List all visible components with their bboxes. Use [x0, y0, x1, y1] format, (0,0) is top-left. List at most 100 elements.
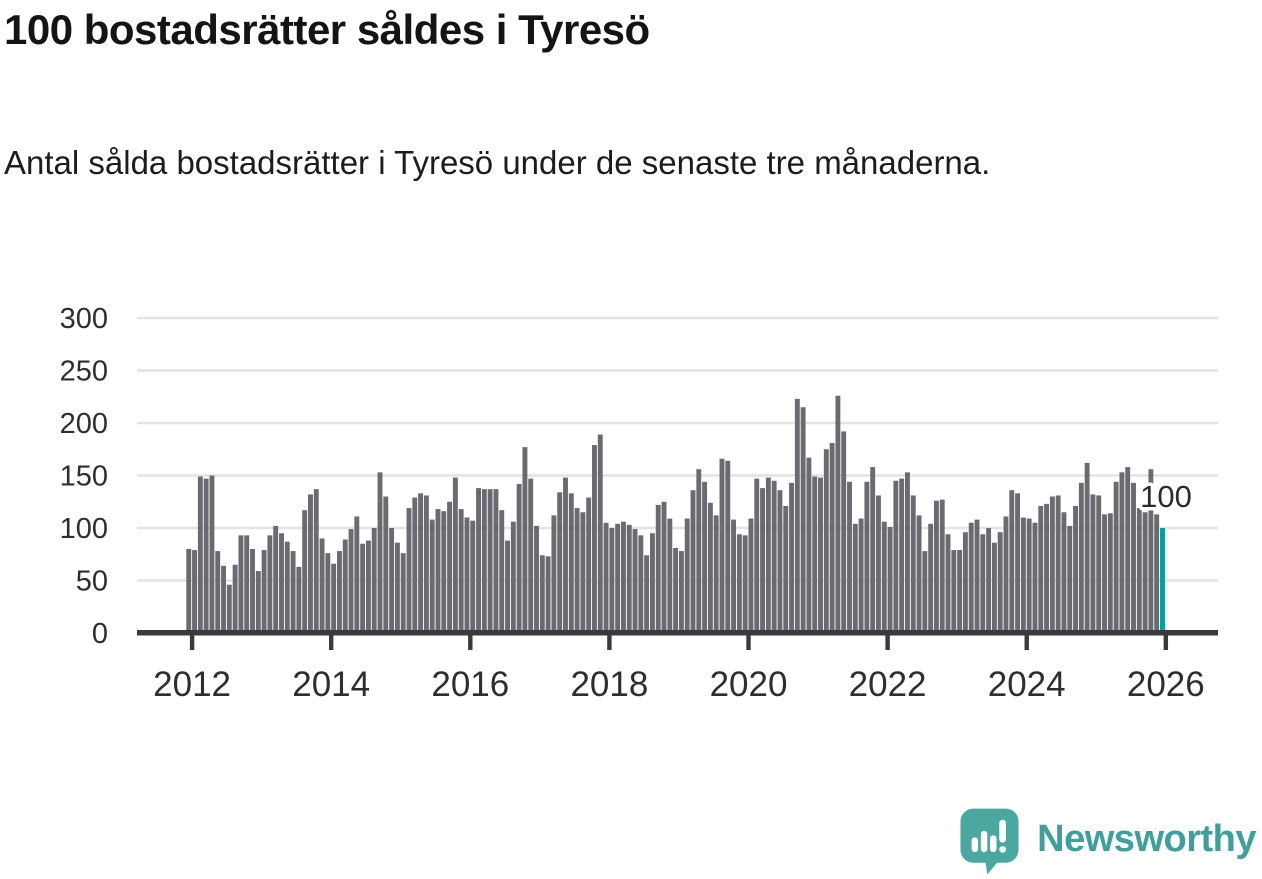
- bar: [957, 550, 963, 633]
- bar: [626, 524, 632, 633]
- bar: [365, 540, 371, 633]
- bar: [1049, 496, 1055, 633]
- bar: [1073, 505, 1078, 633]
- bar: [551, 515, 557, 633]
- bar: [765, 477, 771, 633]
- bar: [1102, 514, 1107, 633]
- bar: [389, 528, 395, 633]
- bar: [470, 520, 476, 633]
- bar: [273, 525, 279, 633]
- bar: [580, 512, 586, 633]
- bar: [539, 555, 545, 633]
- bar: [250, 549, 255, 633]
- bar: [574, 508, 580, 633]
- bar: [1090, 494, 1096, 633]
- bar: [1015, 493, 1021, 633]
- bar: [203, 478, 209, 633]
- bar: [1009, 490, 1015, 633]
- x-tick-label: 2018: [570, 665, 648, 704]
- bar: [905, 472, 910, 633]
- bar: [412, 497, 418, 633]
- bar: [261, 550, 267, 633]
- bar: [655, 504, 661, 633]
- bar: [673, 547, 679, 633]
- x-axis-tick: [329, 633, 334, 650]
- bar: [423, 495, 429, 633]
- bar: [319, 538, 325, 633]
- bar: [725, 460, 731, 633]
- bar: [609, 528, 615, 633]
- x-axis-tick: [468, 633, 473, 650]
- bar: [893, 480, 899, 633]
- x-tick-label: 2016: [431, 665, 509, 704]
- bar: [418, 493, 424, 633]
- bar: [818, 477, 823, 633]
- bar: [638, 535, 644, 633]
- bar: [1078, 482, 1084, 633]
- bar: [829, 442, 835, 633]
- bar: [603, 522, 609, 633]
- bar: [986, 528, 992, 633]
- bar: [342, 539, 348, 633]
- bar: [209, 475, 215, 633]
- bar: [783, 505, 789, 633]
- bar: [279, 533, 284, 633]
- bar: [719, 458, 725, 633]
- bar: [760, 488, 765, 633]
- bars: [186, 395, 1165, 633]
- bar: [447, 501, 453, 633]
- x-axis-tick: [189, 633, 195, 650]
- bar: [215, 551, 221, 633]
- bar: [1044, 503, 1050, 633]
- bar: [777, 490, 783, 633]
- bar: [991, 542, 997, 633]
- bar: [1148, 469, 1154, 633]
- bar: [348, 529, 354, 633]
- highlighted-bar: [1160, 528, 1165, 633]
- bar: [226, 584, 232, 633]
- bar: [1119, 472, 1125, 633]
- bar: [661, 501, 667, 633]
- bar: [1032, 522, 1038, 633]
- bar: [690, 490, 696, 633]
- bar: [1096, 495, 1102, 633]
- bar: [221, 565, 226, 633]
- bar: [858, 518, 864, 633]
- bar: [1003, 516, 1009, 633]
- bar: [325, 553, 331, 633]
- bar: [632, 529, 638, 633]
- bar: [568, 493, 574, 633]
- bar: [563, 477, 568, 633]
- bar: [667, 518, 673, 633]
- bar: [441, 511, 447, 633]
- bar: [962, 532, 968, 633]
- bar: [980, 534, 986, 633]
- bar: [1067, 525, 1073, 633]
- bar: [1125, 467, 1131, 633]
- bar: [1113, 481, 1119, 633]
- bar: [713, 515, 719, 633]
- bar: [933, 500, 939, 633]
- bar: [835, 395, 841, 633]
- bar: [545, 556, 551, 633]
- bar: [736, 534, 742, 633]
- bar: [997, 532, 1003, 633]
- bar: [644, 555, 650, 633]
- bar: [916, 515, 922, 633]
- bar: [528, 478, 534, 633]
- bar: [794, 398, 800, 633]
- bar: [192, 550, 197, 633]
- x-tick-label: 2022: [849, 665, 927, 704]
- bar: [458, 509, 464, 633]
- bar: [435, 509, 441, 633]
- bar: [707, 502, 713, 633]
- x-axis: [137, 630, 1218, 650]
- logo-bars-glyph: [971, 819, 1007, 853]
- bar: [406, 508, 412, 633]
- bar: [806, 457, 812, 633]
- bar: [731, 519, 737, 633]
- bar: [696, 469, 702, 633]
- bar: [1136, 508, 1142, 633]
